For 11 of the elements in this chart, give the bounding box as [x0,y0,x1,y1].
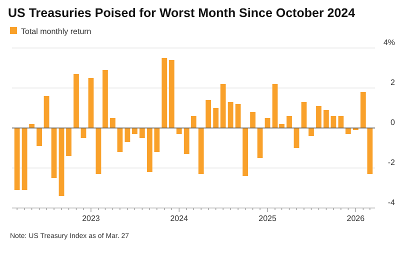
x-tick-label: 2024 [170,214,189,223]
x-tick-label: 2023 [82,214,100,223]
x-tick-label: 2025 [258,214,277,223]
y-tick-label: 2 [390,78,396,87]
y-tick-label: 4% [383,38,395,47]
chart-title: US Treasuries Poised for Worst Month Since October 2024 [8,6,356,20]
y-tick-label: -4 [388,198,396,207]
x-tick-label: 2026 [346,214,366,223]
legend-label: Total monthly return [21,27,92,36]
y-tick-label: 0 [390,118,396,127]
y-tick-label: -2 [388,158,396,167]
